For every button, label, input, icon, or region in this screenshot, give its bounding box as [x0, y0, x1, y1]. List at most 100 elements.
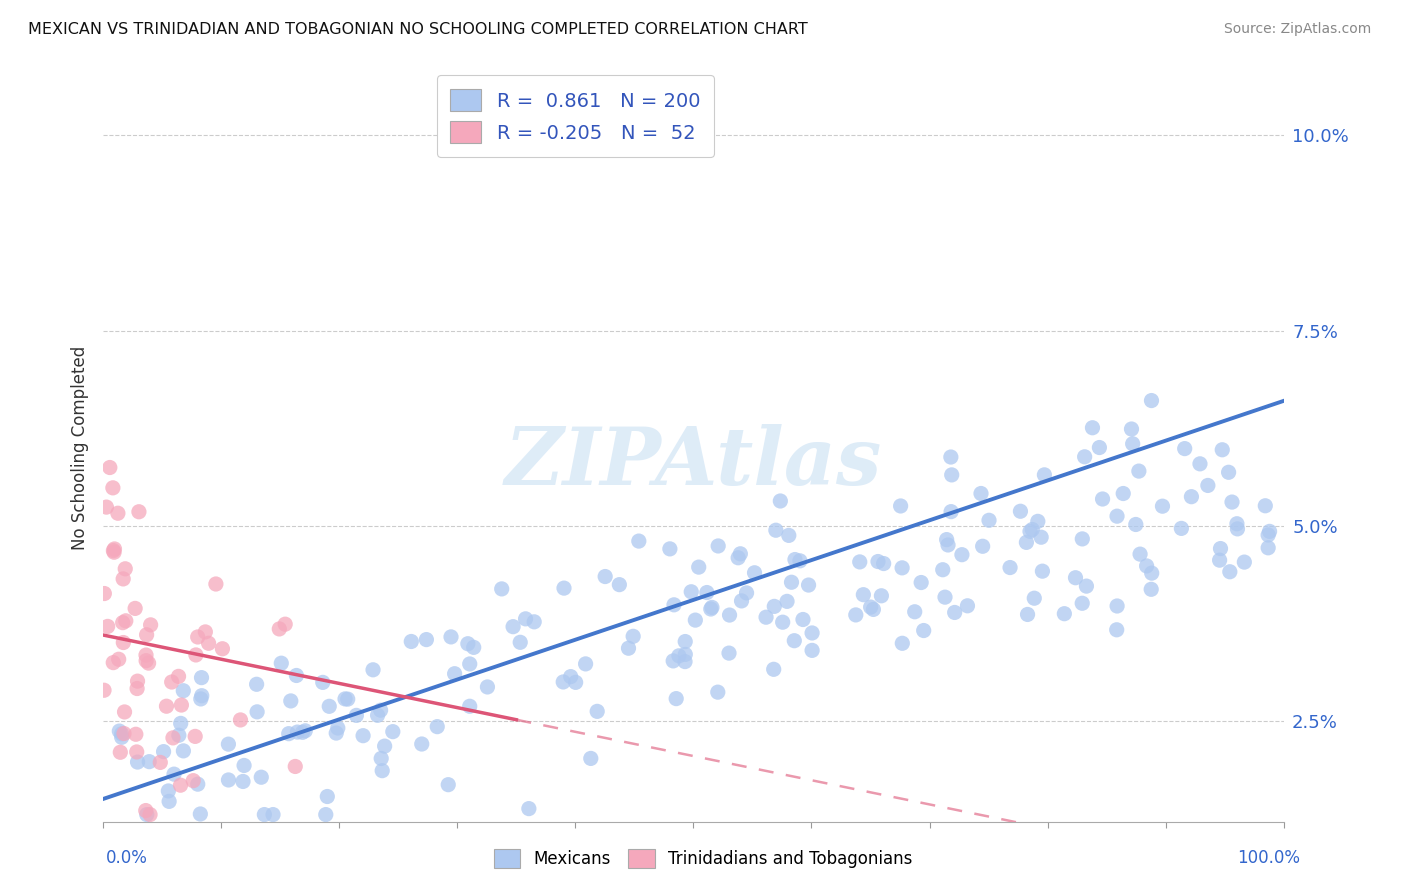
Point	[93, 683, 115, 698]
Point	[515, 612, 537, 626]
Point	[246, 705, 269, 719]
Point	[114, 705, 136, 719]
Point	[1071, 596, 1094, 610]
Point	[1197, 478, 1219, 492]
Point	[103, 541, 125, 556]
Point	[211, 641, 233, 656]
Point	[135, 804, 157, 818]
Point	[138, 656, 160, 670]
Point	[170, 698, 193, 712]
Point	[155, 699, 177, 714]
Point	[1211, 442, 1233, 457]
Point	[1122, 437, 1144, 451]
Point	[184, 648, 207, 662]
Point	[188, 807, 211, 822]
Point	[232, 774, 254, 789]
Point	[1121, 422, 1143, 436]
Point	[114, 614, 136, 628]
Point	[181, 773, 204, 788]
Point	[1226, 516, 1249, 531]
Point	[149, 756, 172, 770]
Point	[575, 657, 598, 671]
Point	[593, 569, 616, 583]
Point	[415, 632, 437, 647]
Point	[135, 628, 157, 642]
Point	[617, 641, 640, 656]
Point	[111, 615, 134, 630]
Point	[934, 590, 956, 604]
Point	[325, 726, 347, 740]
Point	[560, 670, 582, 684]
Point	[111, 727, 134, 741]
Point	[101, 481, 124, 495]
Point	[872, 557, 894, 571]
Text: MEXICAN VS TRINIDADIAN AND TOBAGONIAN NO SCHOOLING COMPLETED CORRELATION CHART: MEXICAN VS TRINIDADIAN AND TOBAGONIAN NO…	[28, 22, 808, 37]
Point	[458, 657, 481, 671]
Point	[890, 499, 912, 513]
Point	[718, 608, 741, 623]
Point	[950, 548, 973, 562]
Point	[458, 699, 481, 714]
Point	[700, 602, 723, 616]
Point	[852, 588, 875, 602]
Point	[167, 728, 190, 742]
Point	[1258, 524, 1281, 539]
Y-axis label: No Schooling Completed: No Schooling Completed	[72, 345, 89, 549]
Point	[294, 723, 316, 738]
Point	[1107, 599, 1129, 613]
Point	[517, 802, 540, 816]
Point	[970, 486, 993, 500]
Point	[662, 598, 685, 612]
Text: ZIPAtlas: ZIPAtlas	[505, 424, 882, 501]
Point	[333, 692, 356, 706]
Point	[477, 680, 499, 694]
Point	[1088, 441, 1111, 455]
Point	[125, 727, 148, 741]
Point	[696, 585, 718, 599]
Point	[194, 624, 217, 639]
Point	[936, 538, 959, 552]
Point	[285, 668, 308, 682]
Point	[127, 674, 149, 689]
Point	[197, 636, 219, 650]
Point	[437, 778, 460, 792]
Point	[627, 534, 650, 549]
Point	[361, 663, 384, 677]
Point	[783, 633, 806, 648]
Point	[870, 589, 893, 603]
Point	[1076, 579, 1098, 593]
Point	[318, 699, 340, 714]
Point	[96, 500, 118, 515]
Point	[755, 610, 778, 624]
Point	[783, 552, 806, 566]
Point	[344, 708, 367, 723]
Point	[277, 726, 299, 740]
Point	[769, 494, 792, 508]
Point	[170, 716, 193, 731]
Point	[103, 656, 125, 670]
Point	[1140, 566, 1163, 581]
Point	[491, 582, 513, 596]
Point	[707, 539, 730, 553]
Point	[274, 617, 297, 632]
Point	[152, 745, 174, 759]
Point	[370, 751, 392, 765]
Point	[160, 675, 183, 690]
Point	[229, 713, 252, 727]
Point	[1226, 522, 1249, 536]
Point	[1073, 450, 1095, 464]
Point	[187, 630, 209, 644]
Point	[943, 606, 966, 620]
Point	[336, 692, 359, 706]
Point	[1170, 521, 1192, 535]
Point	[1024, 591, 1046, 606]
Point	[103, 545, 125, 559]
Point	[374, 739, 396, 753]
Point	[1064, 571, 1087, 585]
Point	[135, 654, 157, 668]
Point	[1174, 442, 1197, 456]
Point	[128, 505, 150, 519]
Point	[1017, 607, 1039, 622]
Point	[1257, 541, 1279, 555]
Point	[98, 460, 121, 475]
